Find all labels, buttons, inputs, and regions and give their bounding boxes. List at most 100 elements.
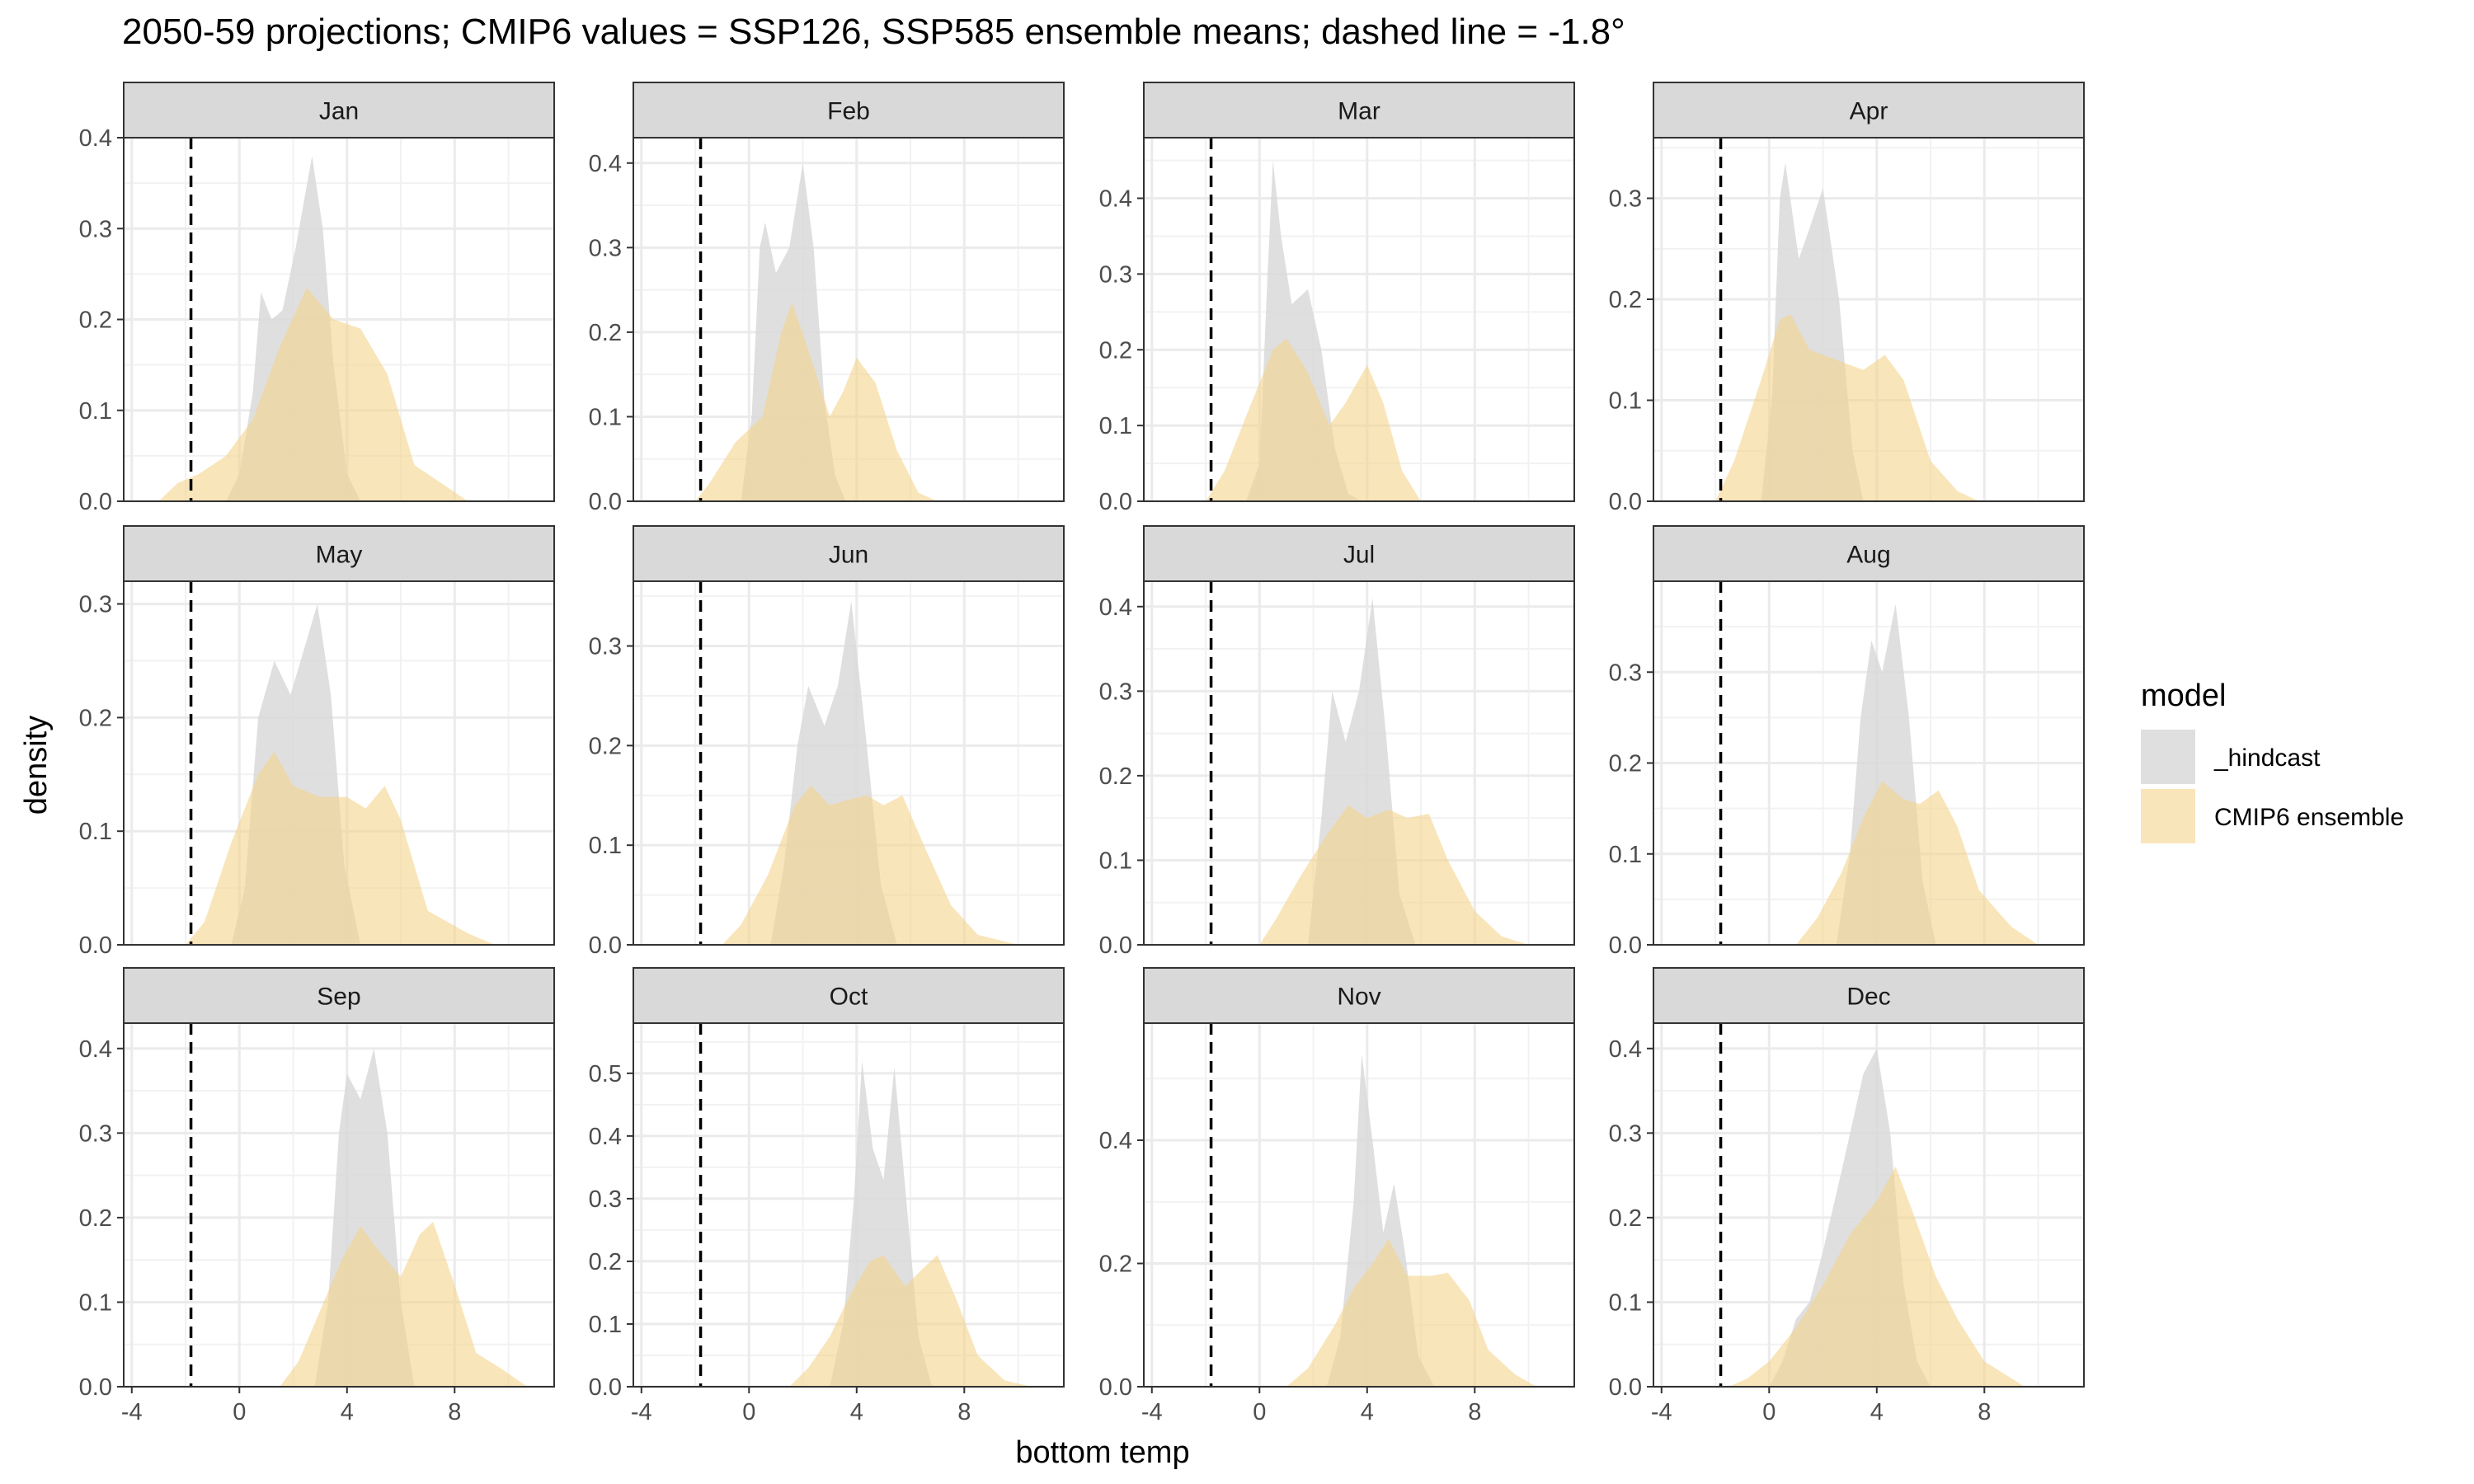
cmip6-density [789,1255,1032,1387]
x-tick-label: 8 [448,1399,461,1425]
y-tick-label: 0.2 [589,1249,622,1275]
strip-label: Oct [830,984,868,1011]
cmip6-density [1286,1238,1537,1387]
y-tick-label: 0.3 [1099,679,1132,705]
y-tick-label: 0.0 [589,932,622,959]
strip-background [123,967,555,1024]
cmip6-density [1715,314,1979,501]
cmip6-density [722,785,1018,945]
x-tick-label: 4 [1361,1399,1374,1425]
cmip6-density [186,751,496,945]
y-tick-label: 0.1 [79,819,112,845]
x-tick-label: 8 [1468,1399,1481,1425]
strip-background [1653,967,2085,1024]
y-tick-label: 0.2 [589,733,622,759]
strip-background [1143,525,1575,582]
panel-nov: Nov 0.0 0.2 0.4 -4 0 4 8 [1099,967,1575,1425]
y-tick-label: 0.3 [1609,660,1642,686]
y-tick-label: 0.1 [589,404,622,430]
y-tick-label: 0.0 [79,932,112,959]
x-tick-label: 8 [957,1399,971,1425]
y-tick-label: 0.4 [1099,1128,1132,1154]
y-tick-label: 0.3 [79,592,112,618]
strip-label: May [316,542,363,569]
y-tick-label: 0.2 [79,705,112,731]
x-axis-label: bottom temp [1015,1435,1189,1470]
y-tick-label: 0.0 [1099,1374,1132,1401]
y-tick-label: 0.4 [1099,186,1132,213]
strip-label: Apr [1850,98,1888,125]
y-tick-label: 0.1 [1609,1289,1642,1316]
panel-mar: Mar 0.0 0.1 0.2 0.3 0.4 [1099,82,1575,515]
strip-background [1653,82,2085,139]
y-tick-label: 0.2 [1609,287,1642,313]
y-tick-label: 0.1 [1099,413,1132,439]
y-tick-label: 0.1 [1609,842,1642,868]
cmip6-density [280,1222,528,1387]
legend-key-hindcast [2141,730,2195,784]
panel-aug: Aug 0.0 0.1 0.2 0.3 [1609,525,2085,959]
x-tick-label: -4 [631,1399,652,1425]
y-tick-label: 0.4 [79,1036,112,1063]
y-axis-label: density [19,716,54,815]
strip-label: Jan [319,98,359,125]
y-tick-label: 0.2 [1609,1205,1642,1232]
strip-label: Aug [1846,542,1890,569]
panel-jan: Jan 0.0 0.1 0.2 0.3 0.4 [79,82,555,515]
y-tick-label: 0.3 [79,1120,112,1147]
y-tick-label: 0.1 [79,1289,112,1316]
y-tick-label: 0.3 [79,216,112,242]
cmip6-density [695,303,938,501]
strip-background [1143,82,1575,139]
y-tick-label: 0.4 [1099,594,1132,621]
strip-background [1653,525,2085,582]
y-tick-label: 0.1 [1099,848,1132,874]
y-tick-label: 0.5 [589,1061,622,1087]
y-tick-label: 0.2 [1099,763,1132,790]
strip-label: Jul [1343,542,1375,569]
panel-oct: Oct 0.0 0.1 0.2 0.3 0.4 0.5 -4 0 4 8 [589,967,1065,1425]
panel-apr: Apr 0.0 0.1 0.2 0.3 [1609,82,2085,515]
panel-sep: Sep 0.0 0.1 0.2 0.3 0.4 -4 0 4 8 [79,967,555,1425]
x-tick-label: -4 [1651,1399,1672,1425]
strip-label: Feb [827,98,870,125]
y-tick-label: 0.4 [1609,1036,1642,1063]
y-tick-label: 0.0 [1609,1374,1642,1401]
y-tick-label: 0.1 [589,1312,622,1338]
y-tick-label: 0.3 [589,235,622,261]
panel-jul: Jul 0.0 0.1 0.2 0.3 0.4 [1099,525,1575,959]
legend-title: model [2141,679,2227,713]
panel-jun: Jun 0.0 0.1 0.2 0.3 [589,525,1065,959]
chart-title: 2050-59 projections; CMIP6 values = SSP1… [122,12,1625,52]
strip-background [633,525,1065,582]
x-tick-label: -4 [1141,1399,1163,1425]
strip-label: Sep [317,984,360,1011]
y-tick-label: 0.1 [79,398,112,425]
y-tick-label: 0.2 [79,1205,112,1232]
x-tick-label: 8 [1978,1399,1991,1425]
x-tick-label: -4 [121,1399,143,1425]
y-tick-label: 0.0 [1609,932,1642,959]
y-tick-label: 0.4 [589,1124,622,1150]
y-tick-label: 0.1 [1609,388,1642,415]
panel-dec: Dec 0.0 0.1 0.2 0.3 0.4 -4 0 4 8 [1609,967,2085,1425]
y-tick-label: 0.4 [79,125,112,152]
y-tick-label: 0.2 [1099,1252,1132,1278]
legend-key-cmip6 [2141,789,2195,843]
legend-label: _hindcast [2213,744,2321,772]
y-tick-label: 0.3 [1609,1120,1642,1147]
strip-label: Dec [1846,984,1890,1011]
y-tick-label: 0.3 [589,1186,622,1213]
cmip6-density [1795,781,2039,945]
y-tick-label: 0.3 [589,634,622,660]
y-tick-label: 0.0 [1099,489,1132,515]
y-tick-label: 0.2 [1609,751,1642,777]
legend-label: CMIP6 ensemble [2214,804,2404,831]
strip-label: Mar [1338,98,1380,125]
y-tick-label: 0.3 [1609,186,1642,213]
strip-background [123,525,555,582]
panel-feb: Feb 0.0 0.1 0.2 0.3 0.4 [589,82,1065,515]
strip-label: Nov [1337,984,1380,1011]
strip-background [633,967,1065,1024]
